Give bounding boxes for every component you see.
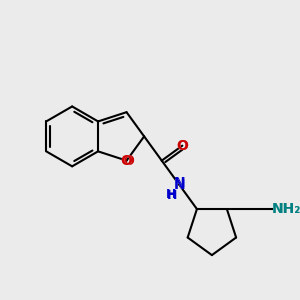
Text: NH₂: NH₂ — [272, 202, 300, 216]
Text: N: N — [173, 178, 185, 192]
Text: O: O — [176, 139, 188, 153]
Text: O: O — [176, 139, 188, 153]
Text: H: H — [167, 189, 177, 202]
Text: N: N — [173, 176, 185, 190]
Text: NH₂: NH₂ — [272, 202, 300, 216]
Text: O: O — [121, 154, 133, 168]
Text: NH₂: NH₂ — [272, 202, 300, 216]
Text: O: O — [122, 154, 134, 168]
Text: O: O — [121, 154, 133, 168]
Text: O: O — [176, 139, 188, 153]
Text: N: N — [173, 178, 185, 192]
Text: H: H — [166, 188, 176, 201]
